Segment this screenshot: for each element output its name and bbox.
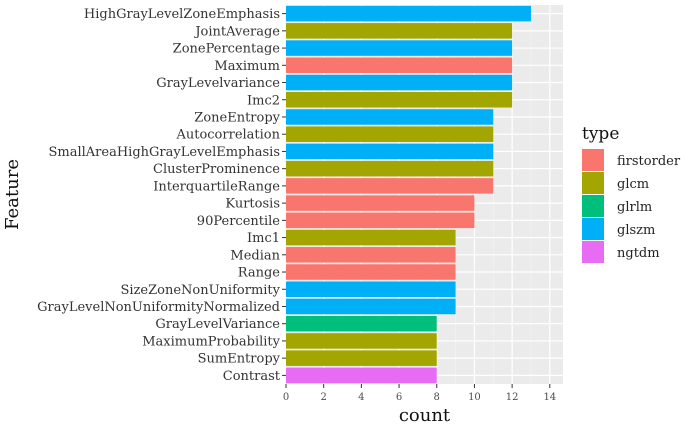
legend-label-glrlm: glrlm xyxy=(617,200,652,215)
legend-key-glszm xyxy=(582,218,604,240)
legend-label-ngtdm: ngtdm xyxy=(617,246,660,261)
legend-label-glcm: glcm xyxy=(617,177,649,192)
y-tick-label: Maximum xyxy=(214,59,280,74)
x-tick-label: 10 xyxy=(468,392,481,403)
x-tick-label: 14 xyxy=(543,392,556,403)
bar xyxy=(286,229,456,246)
legend: firstorder glcm glrlm glszm ngtdm xyxy=(582,149,681,263)
y-tick-label: ClusterProminence xyxy=(153,162,280,177)
y-tick-label: Median xyxy=(230,248,280,263)
y-tick-label: ZoneEntropy xyxy=(194,110,280,125)
y-tick-labels: HighGrayLevelZoneEmphasis JointAverage Zon… xyxy=(37,7,286,384)
bar xyxy=(286,247,456,263)
legend-key-glrlm xyxy=(582,195,604,217)
x-tick-label: 0 xyxy=(283,392,289,403)
bar xyxy=(286,350,437,366)
bar xyxy=(286,40,513,56)
y-axis-title: Feature xyxy=(2,159,23,230)
bar xyxy=(286,5,531,22)
x-tick-label: 12 xyxy=(506,392,519,403)
y-tick-label: SumEntropy xyxy=(198,352,281,367)
y-tick-label: GrayLevelNonUniformityNormalized xyxy=(37,300,280,315)
bar xyxy=(286,367,437,384)
bar xyxy=(286,264,456,280)
x-tick-label: 2 xyxy=(320,392,326,403)
x-tick-labels: 0 2 4 6 8 10 12 14 xyxy=(283,384,556,403)
bar xyxy=(286,23,513,39)
legend-label-glszm: glszm xyxy=(617,223,655,238)
bar xyxy=(286,178,494,194)
legend-key-firstorder xyxy=(582,149,604,171)
y-tick-label: HighGrayLevelZoneEmphasis xyxy=(84,7,280,22)
bar xyxy=(286,195,475,211)
y-tick-label: GrayLevelVariance xyxy=(155,317,280,332)
y-tick-label: Range xyxy=(238,266,281,281)
bars-group xyxy=(286,5,531,384)
legend-label-firstorder: firstorder xyxy=(617,154,681,169)
legend-key-glcm xyxy=(582,172,604,194)
bar xyxy=(286,333,437,349)
y-tick-label: MaximumProbability xyxy=(142,334,280,349)
y-tick-label: Autocorrelation xyxy=(175,128,280,143)
x-tick-label: 6 xyxy=(396,392,402,403)
x-tick-label: 8 xyxy=(434,392,440,403)
x-tick-label: 4 xyxy=(358,392,364,403)
y-tick-label: Imc2 xyxy=(247,93,280,108)
y-tick-label: SizeZoneNonUniformity xyxy=(121,283,281,298)
legend-key-ngtdm xyxy=(582,241,604,263)
bar xyxy=(286,160,494,177)
y-tick-label: Imc1 xyxy=(247,231,280,246)
y-tick-label: InterquartileRange xyxy=(153,179,280,194)
bar xyxy=(286,281,456,298)
bar xyxy=(286,212,475,229)
y-tick-label: JointAverage xyxy=(193,24,280,39)
bar xyxy=(286,298,456,315)
x-axis-title: count xyxy=(399,405,451,426)
bar xyxy=(286,126,494,142)
y-tick-label: Kurtosis xyxy=(225,197,280,212)
y-tick-label: ZonePercentage xyxy=(173,42,281,57)
y-tick-label: GrayLevelvariance xyxy=(156,76,280,91)
bar xyxy=(286,74,513,91)
y-tick-label: SmallAreaHighGrayLevelEmphasis xyxy=(48,145,280,160)
bar xyxy=(286,109,494,125)
bar xyxy=(286,57,513,74)
y-tick-label: Contrast xyxy=(223,369,281,384)
bar xyxy=(286,143,494,160)
bar xyxy=(286,315,437,332)
bar xyxy=(286,91,513,108)
legend-title: type xyxy=(582,124,619,144)
y-tick-label: 90Percentile xyxy=(197,214,280,229)
